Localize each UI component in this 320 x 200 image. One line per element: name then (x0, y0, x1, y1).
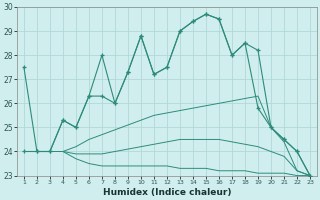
X-axis label: Humidex (Indice chaleur): Humidex (Indice chaleur) (103, 188, 231, 197)
